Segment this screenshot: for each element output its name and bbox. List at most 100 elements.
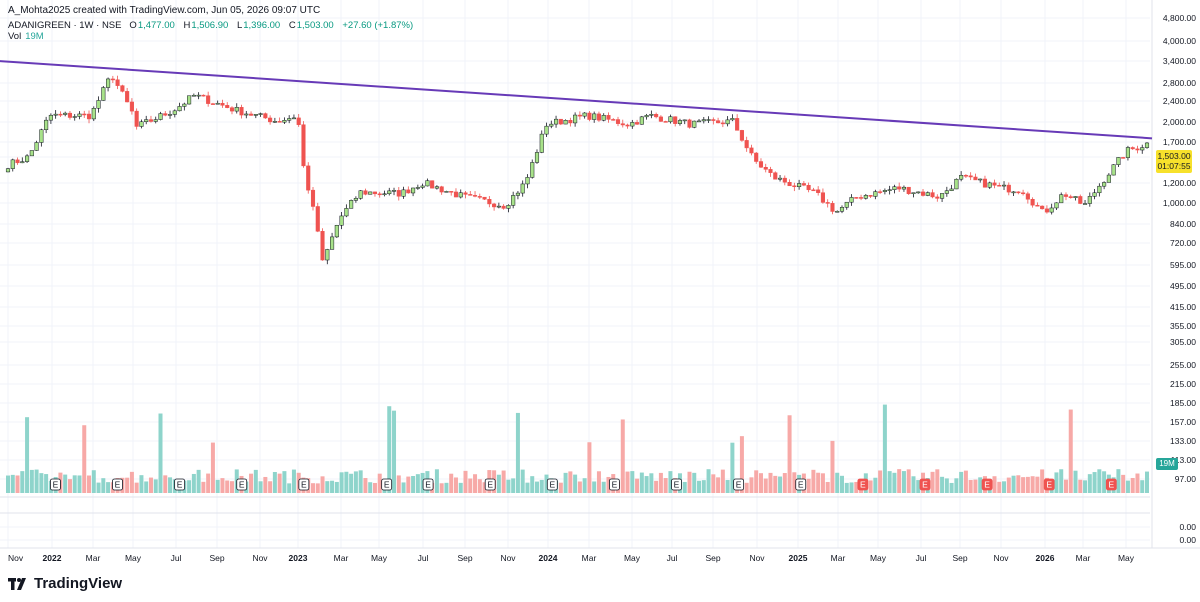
time-tick-label: Sep (209, 553, 224, 563)
candle-up (401, 186, 406, 199)
volume-bar (468, 478, 473, 493)
candle-up (911, 192, 916, 198)
time-tick-label: Mar (86, 553, 101, 563)
candle-up (29, 150, 34, 157)
volume-bar (830, 440, 835, 493)
candle-down (377, 191, 382, 198)
volume-bar (825, 481, 830, 493)
tradingview-logo[interactable]: TradingView (8, 575, 122, 592)
volume-bar (477, 479, 482, 493)
candle-body (735, 118, 740, 131)
candle-up (139, 119, 144, 129)
candle-body (25, 155, 30, 162)
candle-body (1021, 192, 1026, 195)
time-tick-label: Nov (749, 553, 765, 563)
candle-up (515, 190, 520, 200)
candle-up (696, 119, 702, 123)
candle-body (110, 78, 115, 81)
candle-body (625, 124, 630, 127)
volume-bar (525, 482, 530, 493)
time-tick-label: 2023 (289, 553, 308, 563)
volume-bar (782, 473, 787, 493)
candle-up (282, 117, 287, 124)
volume-bar (325, 481, 330, 493)
candle-up (172, 109, 177, 118)
candle-body (401, 189, 406, 197)
volume-bar (749, 477, 754, 493)
candle-body (229, 107, 235, 112)
candle-body (463, 192, 468, 195)
volume-bar (191, 473, 196, 493)
candle-body (1121, 157, 1126, 159)
volume-bar (87, 475, 92, 493)
volume-bar (1087, 474, 1092, 493)
candle-body (387, 190, 392, 195)
volume-bar (992, 476, 997, 493)
candle-up (677, 118, 683, 126)
candle-body (897, 186, 902, 190)
candle-up (1092, 188, 1097, 200)
candle-body (1078, 196, 1083, 204)
volume-bar (67, 479, 72, 493)
candle-up (549, 120, 554, 129)
volume-bar (82, 425, 87, 493)
volume-bar (168, 477, 173, 493)
symbol-label[interactable]: ADANIGREEN · 1W · NSE (8, 20, 122, 31)
candle-up (1102, 181, 1107, 190)
volume-bar (1083, 480, 1088, 493)
candle-up (91, 106, 96, 122)
candle-body (506, 205, 511, 209)
volume-bar (911, 476, 916, 493)
candle-body (668, 116, 673, 123)
last-price-value: 1,503.00 (1157, 151, 1191, 161)
volume-bar (906, 469, 911, 493)
volume-bar (973, 479, 978, 493)
candle-down (67, 111, 73, 120)
candle-body (787, 182, 792, 187)
volume-bar (272, 472, 277, 493)
price-tick-label: 157.00 (1170, 417, 1196, 427)
volume-label[interactable]: Vol (8, 31, 22, 42)
price-tick-label: 113.00 (1171, 455, 1197, 465)
candle-body (77, 113, 82, 117)
volume-bar (215, 479, 220, 493)
volume-bar (515, 412, 520, 493)
volume-bar (420, 472, 425, 493)
candle-body (96, 100, 101, 109)
candle-up (668, 114, 673, 124)
candle-body (10, 159, 15, 169)
candle-up (959, 171, 964, 182)
candle-body (315, 206, 320, 232)
volume-bar (15, 475, 20, 493)
volume-bar (635, 478, 640, 493)
volume-bar (1059, 469, 1064, 493)
candle-down (463, 191, 468, 199)
candle-body (225, 105, 230, 108)
candle-body (358, 190, 363, 199)
candle-up (1073, 196, 1078, 201)
volume-bar (163, 475, 168, 493)
candle-body (1073, 196, 1078, 198)
time-tick-label: Jul (418, 553, 429, 563)
candle-up (330, 232, 335, 250)
candle-body (768, 169, 773, 173)
candle-body (1063, 194, 1069, 197)
candle-down (806, 182, 811, 193)
volume-bar (835, 472, 840, 493)
candle-body (739, 130, 744, 141)
candle-body (382, 193, 387, 196)
candle-body (325, 249, 330, 261)
candle-down (930, 189, 935, 199)
candle-up (325, 248, 330, 265)
candle-body (963, 175, 968, 177)
volume-bar (311, 483, 316, 493)
candle-down (801, 181, 806, 187)
volume-bar (563, 472, 568, 493)
candle-body (859, 197, 864, 199)
candle-down (277, 117, 282, 123)
candle-up (887, 185, 892, 195)
volume-bar (377, 473, 382, 493)
volume-bar (1102, 471, 1107, 493)
